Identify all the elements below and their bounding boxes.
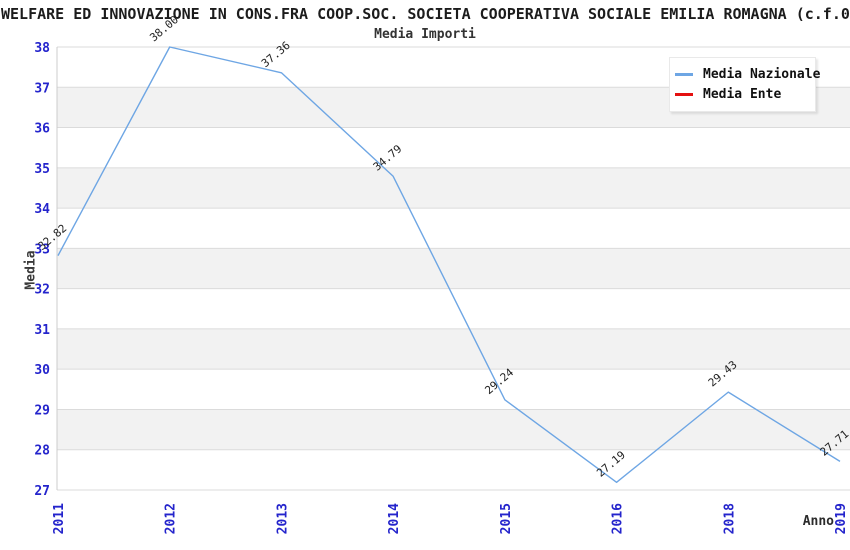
y-tick-label: 32 xyxy=(34,283,50,298)
chart-title: WELFARE ED INNOVAZIONE IN CONS.FRA COOP.… xyxy=(1,5,850,23)
legend-item-media-nazionale: Media Nazionale xyxy=(675,64,820,84)
y-tick-label: 33 xyxy=(34,242,50,257)
x-axis-title: Anno xyxy=(802,514,834,529)
x-tick-label: 2012 xyxy=(164,503,179,534)
x-tick-label: 2011 xyxy=(52,503,67,534)
x-tick-label: 2015 xyxy=(499,503,514,534)
y-tick-label: 28 xyxy=(34,444,50,459)
y-tick-label: 30 xyxy=(34,363,50,378)
x-tick-label: 2019 xyxy=(834,503,849,534)
grid-band xyxy=(57,369,850,410)
y-tick-label: 37 xyxy=(34,81,50,96)
y-tick-label: 38 xyxy=(34,41,50,56)
grid-band xyxy=(57,208,850,249)
y-axis-title: Media xyxy=(23,250,39,290)
grid-band xyxy=(57,167,850,209)
grid-band xyxy=(57,248,850,289)
legend-marker-media-nazionale xyxy=(675,72,693,76)
y-tick-label: 27 xyxy=(34,484,50,499)
y-tick-label: 36 xyxy=(34,122,50,137)
legend-marker-media-ente xyxy=(675,92,693,96)
grid-band xyxy=(57,288,850,329)
x-tick-label: 2018 xyxy=(722,503,737,534)
x-tick-label: 2014 xyxy=(387,503,402,534)
point-label: 38.00 xyxy=(147,13,181,44)
grid-band xyxy=(57,127,850,168)
y-tick-label: 29 xyxy=(34,403,50,418)
legend-label-media-nazionale: Media Nazionale xyxy=(703,66,821,82)
chart-legend: Media Nazionale Media Ente xyxy=(669,57,820,112)
x-tick-label: 2016 xyxy=(611,503,626,534)
y-tick-label: 34 xyxy=(34,202,50,217)
grid-band xyxy=(57,449,850,490)
legend-item-media-ente: Media Ente xyxy=(675,84,807,104)
grid-band xyxy=(57,409,850,450)
y-tick-label: 35 xyxy=(34,162,50,177)
x-tick-label: 2013 xyxy=(275,503,290,534)
series-line-media-nazionale xyxy=(57,46,841,484)
y-tick-label: 31 xyxy=(34,323,50,338)
legend-label-media-ente: Media Ente xyxy=(703,86,782,102)
grid-band xyxy=(57,328,850,370)
chart-subtitle: Media Importi xyxy=(374,27,476,42)
